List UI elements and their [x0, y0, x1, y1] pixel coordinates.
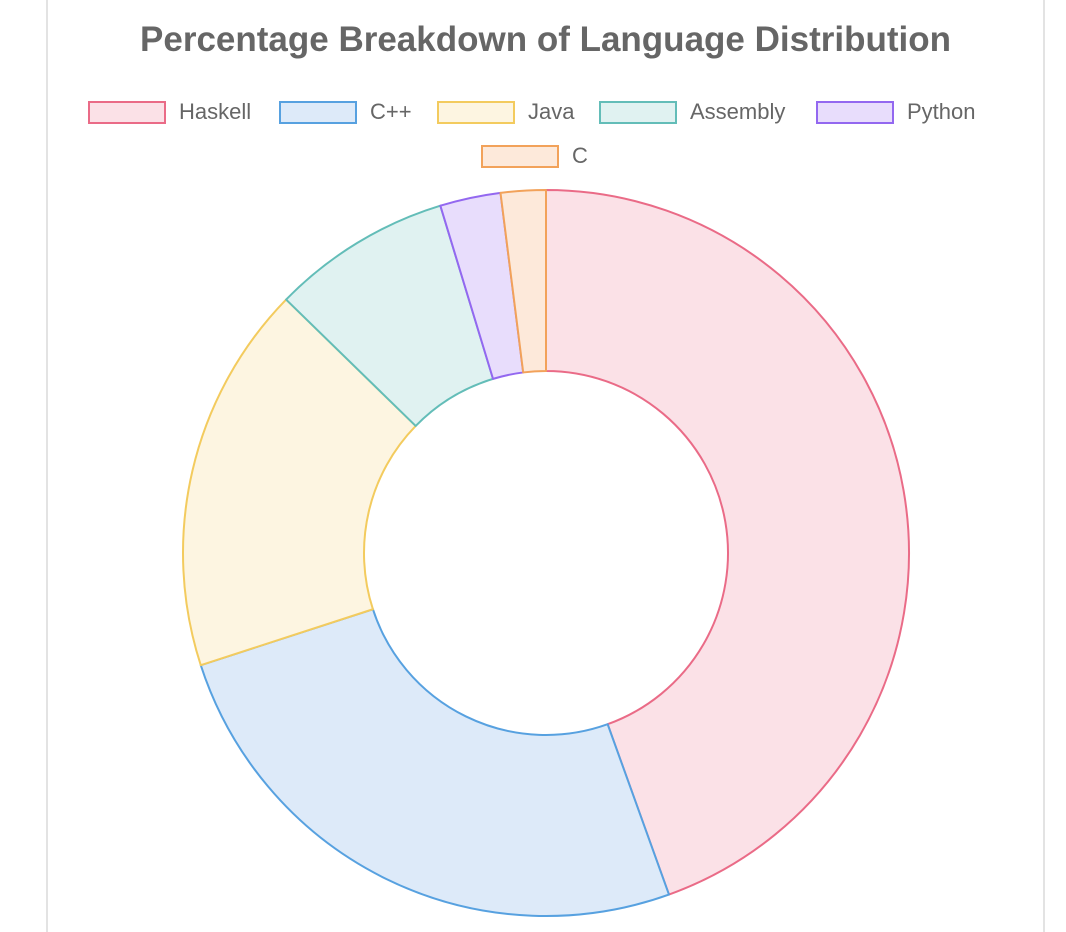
slice-c[interactable]: [499, 189, 547, 374]
legend-swatch-cpp: [279, 100, 357, 124]
slice-java[interactable]: [182, 298, 417, 667]
slice-cpp[interactable]: [199, 608, 670, 918]
legend-label-java: Java: [528, 99, 575, 124]
card-border-left: [46, 0, 48, 932]
legend-label-haskell: Haskell: [179, 99, 252, 124]
legend-swatch-haskell: [88, 100, 166, 124]
card-border-right: [1043, 0, 1045, 932]
legend-item-c[interactable]: C: [481, 142, 588, 170]
legend-item-python[interactable]: Python: [816, 98, 976, 126]
legend-swatch-c: [481, 144, 559, 168]
legend-item-cpp[interactable]: C++: [279, 98, 412, 126]
legend-item-java[interactable]: Java: [437, 98, 574, 126]
legend-label-cpp: C++: [370, 99, 412, 124]
legend-swatch-python: [816, 100, 894, 124]
legend-label-c: C: [572, 143, 588, 168]
legend-swatch-assembly: [599, 100, 677, 124]
legend-label-assembly: Assembly: [690, 99, 786, 124]
legend-swatch-java: [437, 100, 515, 124]
legend-label-python: Python: [907, 99, 976, 124]
legend-item-assembly[interactable]: Assembly: [599, 98, 785, 126]
chart-title: Percentage Breakdown of Language Distrib…: [140, 20, 951, 59]
slice-haskell[interactable]: [545, 189, 911, 896]
legend-item-haskell[interactable]: Haskell: [88, 98, 251, 126]
